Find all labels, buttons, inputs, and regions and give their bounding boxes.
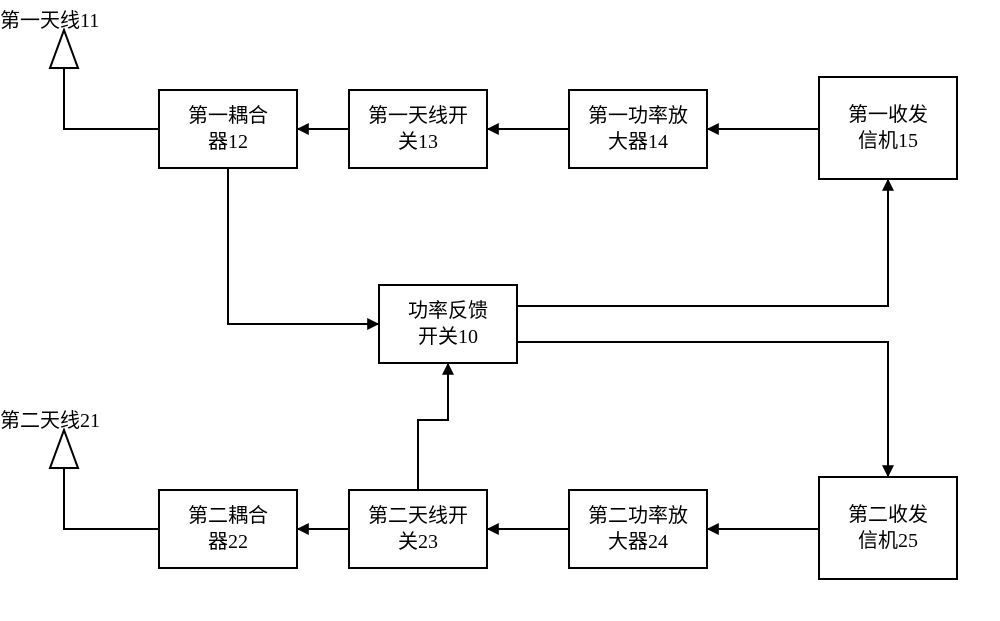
node-coupler1-text: 第一耦合器12 <box>188 103 268 155</box>
node-antswitch2-text: 第二天线开关23 <box>368 503 468 555</box>
antenna2-label: 第二天线21 <box>0 404 100 433</box>
diagram-canvas: 第一天线11 第二天线21 第一耦合器12 第一天线开关13 第一功率放大器14… <box>0 0 1000 621</box>
node-pa1-text: 第一功率放大器14 <box>588 103 688 155</box>
node-antswitch1-text: 第一天线开关13 <box>368 103 468 155</box>
node-fbswitch: 功率反馈开关10 <box>378 284 518 364</box>
node-antswitch1: 第一天线开关13 <box>348 89 488 169</box>
node-trx2: 第二收发信机25 <box>818 476 958 580</box>
node-coupler2: 第二耦合器22 <box>158 489 298 569</box>
node-pa1: 第一功率放大器14 <box>568 89 708 169</box>
node-trx1: 第一收发信机15 <box>818 76 958 180</box>
node-coupler1: 第一耦合器12 <box>158 89 298 169</box>
node-coupler2-text: 第二耦合器22 <box>188 503 268 555</box>
node-pa2-text: 第二功率放大器24 <box>588 503 688 555</box>
node-trx1-text: 第一收发信机15 <box>848 102 928 154</box>
node-fbswitch-text: 功率反馈开关10 <box>408 298 488 350</box>
node-trx2-text: 第二收发信机25 <box>848 502 928 554</box>
antenna1-label: 第一天线11 <box>0 4 99 33</box>
node-antswitch2: 第二天线开关23 <box>348 489 488 569</box>
node-pa2: 第二功率放大器24 <box>568 489 708 569</box>
